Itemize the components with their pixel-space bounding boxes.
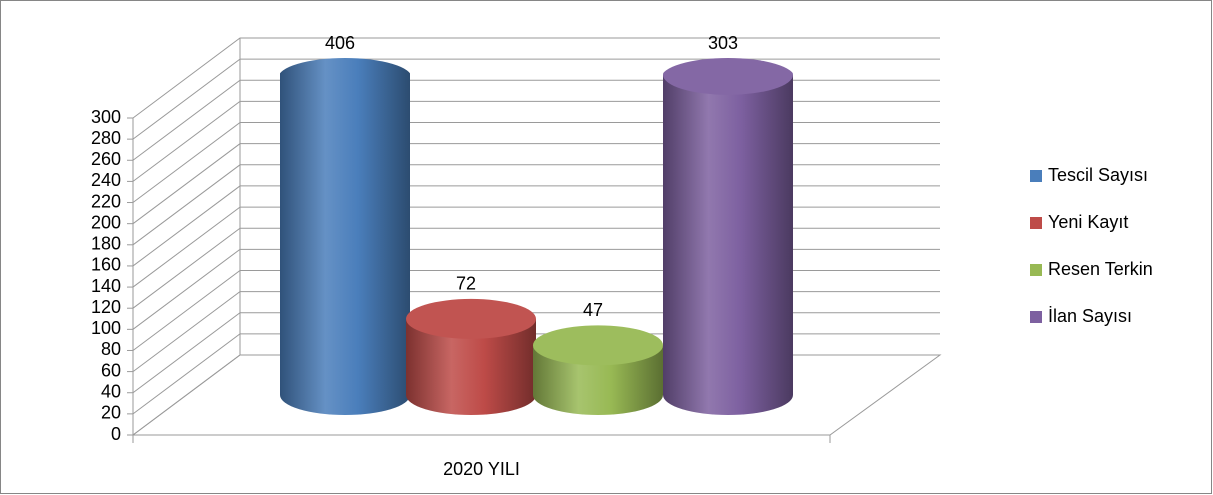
y-tick-label: 200 <box>91 212 121 232</box>
y-tick-label: 300 <box>91 107 121 127</box>
legend-swatch <box>1030 217 1042 229</box>
y-tick-label: 100 <box>91 318 121 338</box>
legend-swatch <box>1030 311 1042 323</box>
data-label: 303 <box>708 33 738 53</box>
y-tick-label: 60 <box>101 360 121 380</box>
grid-line <box>132 37 940 119</box>
x-tick-label: 2020 YILI <box>443 459 520 479</box>
data-label: 47 <box>583 300 603 320</box>
y-tick-label: 160 <box>91 255 121 275</box>
y-tick-label: 260 <box>91 149 121 169</box>
y-tick-label: 0 <box>111 424 121 444</box>
legend-swatch <box>1030 170 1042 182</box>
y-tick-label: 40 <box>101 381 121 401</box>
y-tick-label: 120 <box>91 297 121 317</box>
legend-label: Resen Terkin <box>1048 259 1153 279</box>
legend-label: Yeni Kayıt <box>1048 212 1128 232</box>
legend-label: Tescil Sayısı <box>1048 165 1148 185</box>
data-label: 72 <box>456 274 476 294</box>
y-tick-label: 180 <box>91 234 121 254</box>
cylinder-top <box>406 298 536 339</box>
legend-label: İlan Sayısı <box>1048 306 1132 326</box>
cylinder <box>406 298 536 415</box>
y-tick-label: 140 <box>91 276 121 296</box>
cylinder-top <box>663 58 793 95</box>
y-tick-label: 280 <box>91 128 121 148</box>
y-tick-label: 220 <box>91 191 121 211</box>
y-tick-label: 240 <box>91 170 121 190</box>
cylinder <box>533 325 663 415</box>
cylinder-body <box>663 74 793 415</box>
data-label: 406 <box>325 33 355 53</box>
cylinder <box>280 58 410 415</box>
legend-swatch <box>1030 264 1042 276</box>
cylinder-body <box>533 345 663 415</box>
y-tick-label: 20 <box>101 403 121 423</box>
cylinder-body <box>280 58 410 415</box>
cylinder <box>663 58 793 415</box>
cylinder-top <box>533 325 663 366</box>
cylinder-body <box>406 318 536 415</box>
y-tick-label: 80 <box>101 339 121 359</box>
